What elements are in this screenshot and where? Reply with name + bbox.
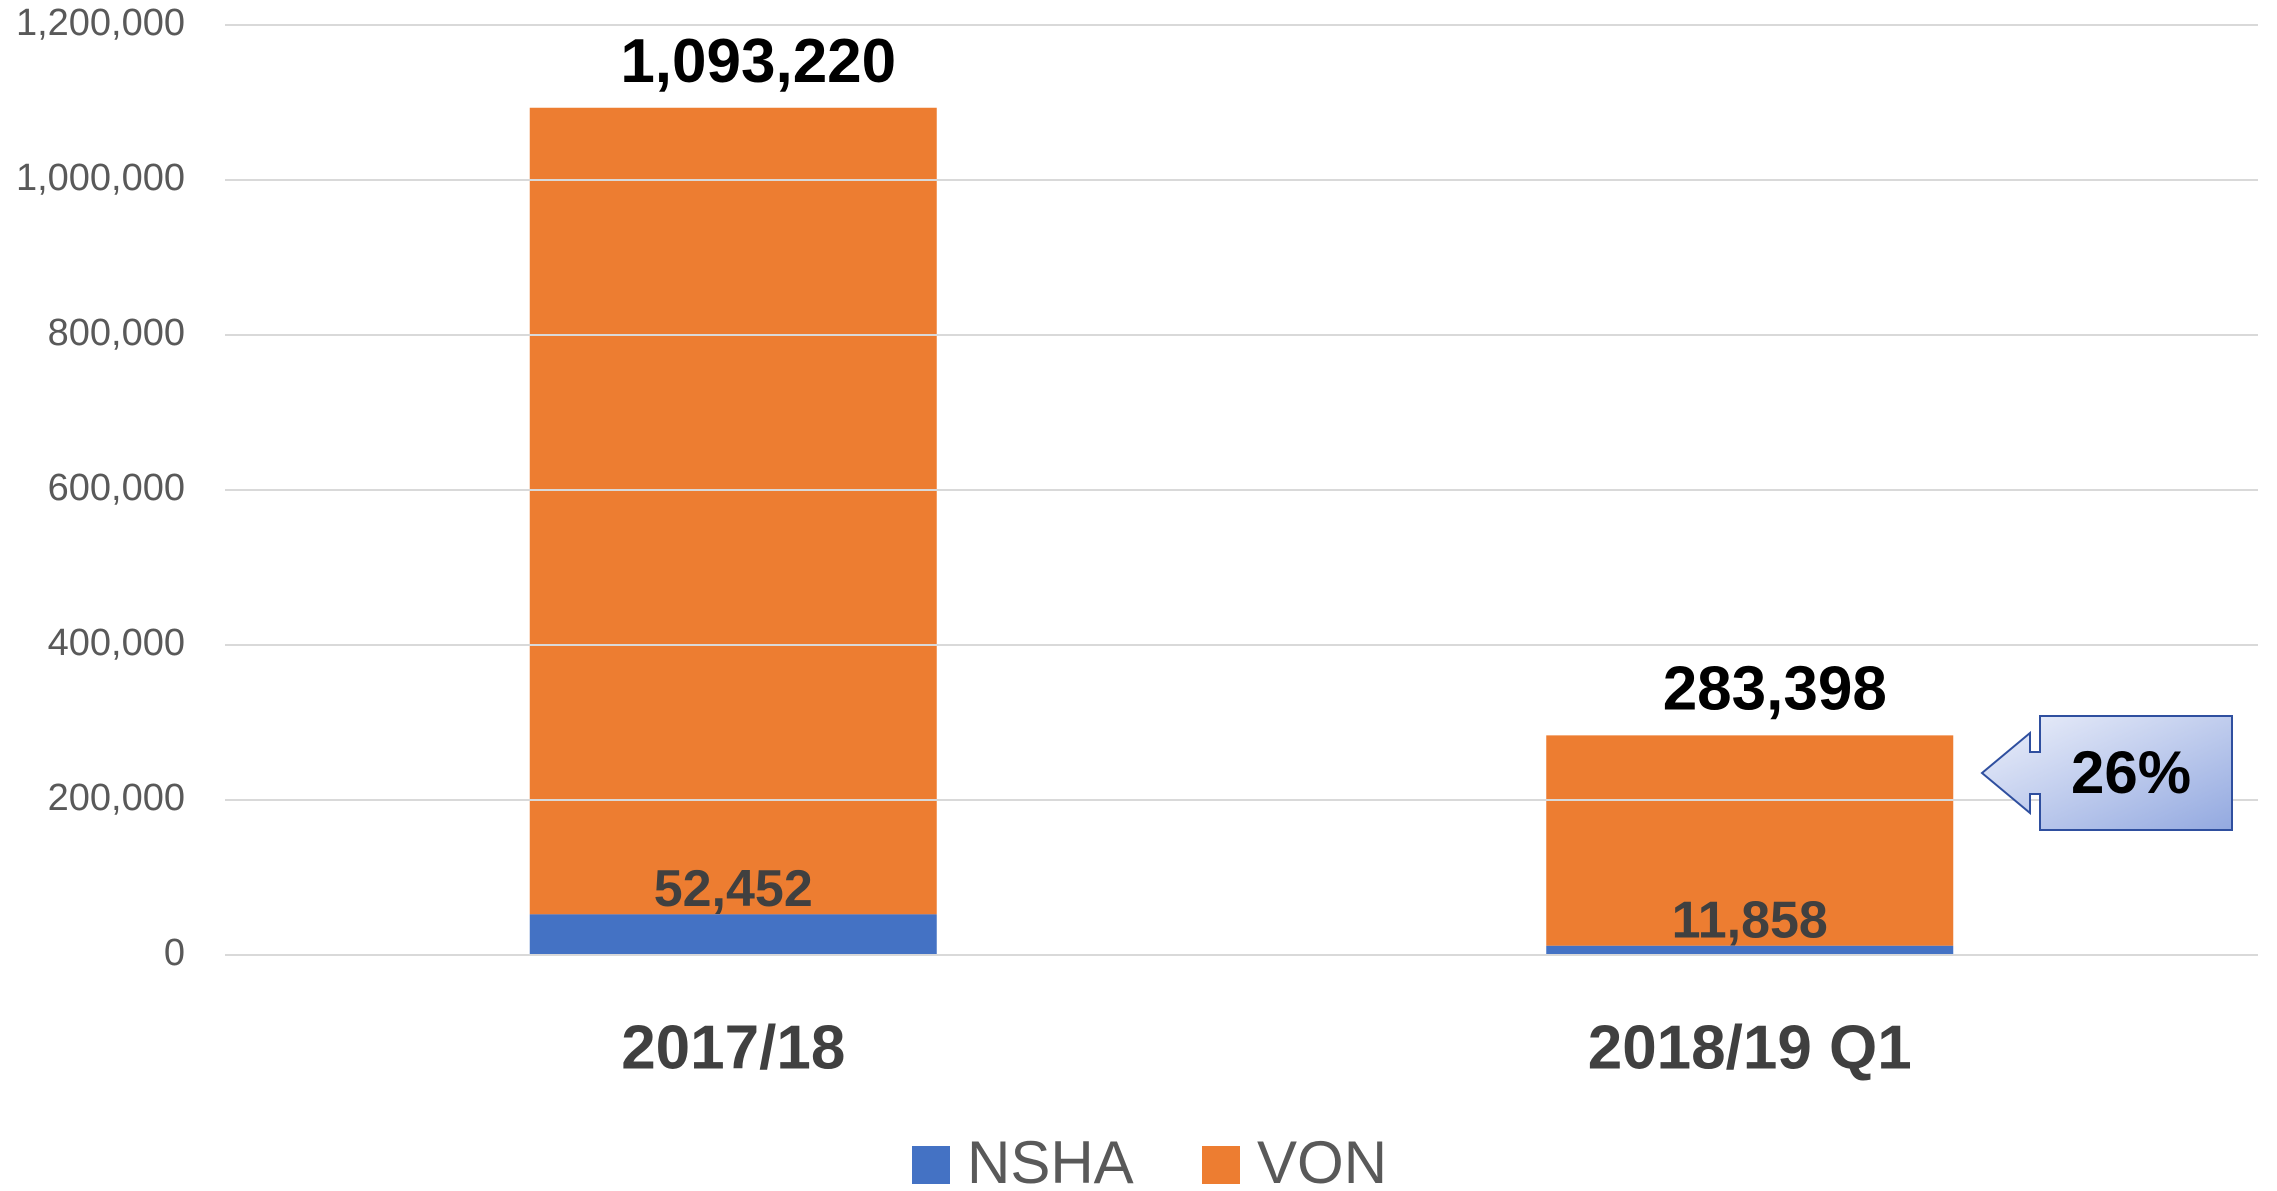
total-label: 283,398 (1663, 655, 1887, 724)
y-tick-label: 600,000 (48, 467, 185, 509)
data-label: 52,452 (654, 860, 813, 918)
bar-segment (1546, 735, 1954, 946)
data-label: 11,858 (1672, 892, 1828, 950)
legend-label: VON (1257, 1129, 1387, 1191)
total-label: 1,093,220 (620, 27, 896, 96)
x-tick-label: 2018/19 Q1 (1588, 1013, 1912, 1082)
callout-arrow (1980, 715, 2233, 831)
y-tick-label: 1,200,000 (16, 2, 185, 44)
y-tick-label: 400,000 (48, 622, 185, 664)
annotation: 26% (2071, 739, 2191, 806)
y-tick-label: 1,000,000 (16, 157, 185, 199)
legend-swatch (1202, 1146, 1240, 1184)
x-tick-label: 2017/18 (621, 1013, 845, 1082)
y-tick-label: 200,000 (48, 777, 185, 819)
legend-label: NSHA (967, 1129, 1134, 1191)
bar-segment (1546, 945, 1954, 955)
legend-swatch (912, 1146, 950, 1184)
y-tick-label: 0 (164, 932, 185, 974)
bar-segment (529, 914, 937, 955)
y-tick-label: 800,000 (48, 312, 185, 354)
bar-segment (529, 107, 937, 915)
